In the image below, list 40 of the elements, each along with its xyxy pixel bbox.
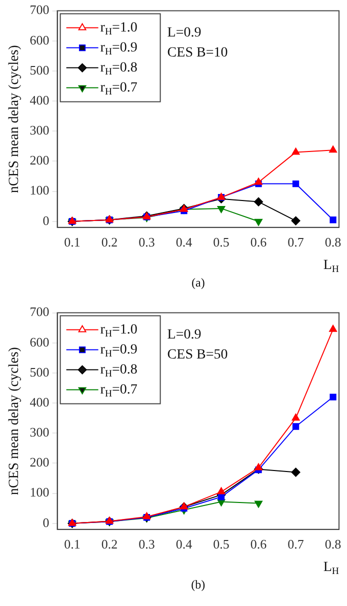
x-tick-label: 0.2 [101, 234, 118, 250]
y-tick-label: 700 [30, 304, 50, 320]
y-tick-label: 100 [30, 484, 50, 500]
x-tick-label: 0.2 [101, 536, 118, 552]
y-axis-title: nCES mean delay (cycles) [7, 346, 22, 496]
x-tick-label: 0.4 [176, 234, 193, 250]
x-tick-label: 0.6 [250, 234, 268, 250]
x-tick-label: 0.5 [213, 536, 230, 552]
annotation: CES B=50 [167, 347, 228, 362]
y-tick-label: 200 [30, 152, 50, 168]
x-tick-label: 0.8 [324, 234, 342, 250]
x-tick-label: 0.7 [288, 234, 304, 250]
x-tick-label: 0.6 [250, 536, 268, 552]
y-tick-label: 100 [30, 182, 50, 198]
y-tick-label: 600 [30, 32, 50, 48]
x-tick-label: 0.1 [64, 536, 80, 552]
x-tick-label: 0.7 [288, 536, 304, 552]
x-tick-label: 0.8 [324, 536, 342, 552]
annotation: CES B=10 [167, 45, 228, 60]
x-tick-label: 0.3 [138, 536, 155, 552]
y-tick-label: 400 [30, 92, 50, 108]
y-tick-label: 700 [30, 2, 50, 18]
x-tick-label: 0.3 [138, 234, 155, 250]
y-tick-label: 300 [30, 424, 50, 440]
text: (b) [191, 578, 206, 592]
y-tick-label: 0 [42, 514, 50, 530]
x-tick-label: 0.4 [176, 536, 193, 552]
y-tick-label: 0 [42, 212, 50, 228]
y-tick-label: 500 [30, 364, 50, 380]
y-tick-label: 400 [30, 394, 50, 410]
annotation: L=0.9 [167, 25, 202, 40]
y-tick-label: 500 [30, 62, 50, 78]
y-axis-title: nCES mean delay (cycles) [7, 44, 22, 194]
y-tick-label: 600 [30, 334, 50, 350]
x-tick-label: 0.5 [213, 234, 230, 250]
text: (a) [191, 276, 205, 290]
x-tick-label: 0.1 [64, 234, 80, 250]
y-tick-label: 300 [30, 122, 50, 138]
y-tick-label: 200 [30, 454, 50, 470]
annotation: L=0.9 [167, 327, 202, 342]
